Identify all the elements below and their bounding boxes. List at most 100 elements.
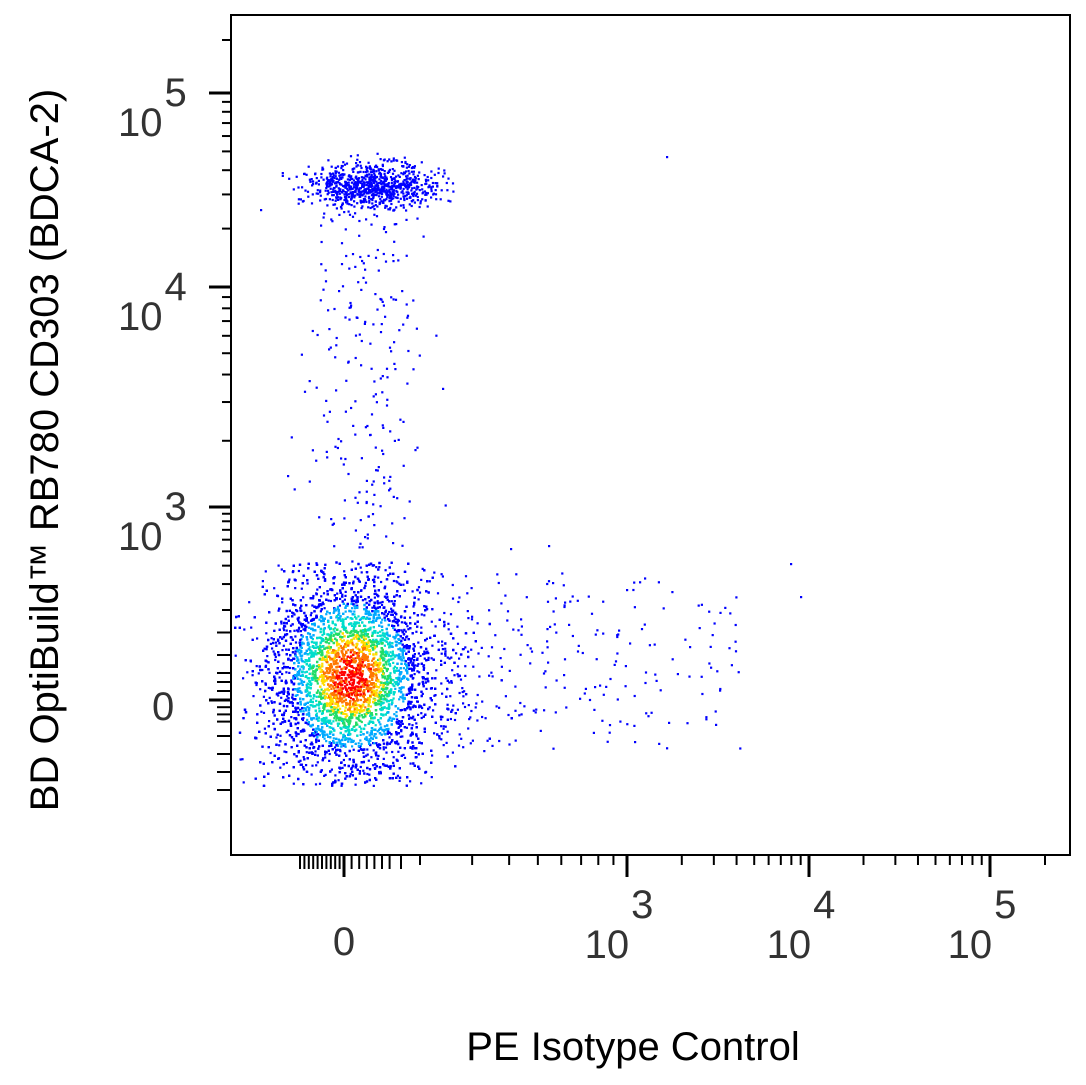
event-dot xyxy=(285,761,288,764)
event-dot xyxy=(292,782,295,785)
event-dot xyxy=(333,630,336,633)
event-dot xyxy=(427,652,430,655)
event-dot xyxy=(315,606,318,610)
event-dot xyxy=(401,708,404,712)
event-dot xyxy=(322,592,326,595)
event-dot xyxy=(318,710,321,713)
event-dot xyxy=(409,616,412,619)
event-dot xyxy=(327,652,330,655)
event-dot xyxy=(449,695,452,698)
event-dot xyxy=(345,666,348,669)
event-dot xyxy=(372,749,375,752)
event-dot xyxy=(362,616,365,619)
event-dot xyxy=(336,662,339,665)
event-dot xyxy=(322,603,325,606)
event-dot xyxy=(354,783,357,786)
event-dot xyxy=(344,712,347,716)
event-dot xyxy=(324,756,327,759)
event-dot xyxy=(339,638,342,641)
event-dot xyxy=(396,718,399,721)
event-dot xyxy=(335,719,338,722)
event-dot xyxy=(380,580,383,584)
event-dot xyxy=(316,761,319,764)
event-dot xyxy=(384,569,387,572)
event-dot xyxy=(380,641,383,644)
event-dot xyxy=(405,726,408,729)
event-dot xyxy=(421,706,424,710)
event-dot xyxy=(370,674,373,677)
event-dot xyxy=(334,681,337,684)
event-dot xyxy=(384,609,388,612)
event-dot xyxy=(318,618,321,621)
event-dot xyxy=(403,675,406,678)
event-dot xyxy=(351,686,354,690)
event-dot xyxy=(421,567,424,570)
event-dot xyxy=(333,746,337,749)
event-dot xyxy=(365,754,368,757)
event-dot xyxy=(356,704,359,707)
event-dot xyxy=(362,677,365,680)
event-dot xyxy=(333,683,336,686)
event-dot xyxy=(423,666,426,670)
event-dot xyxy=(435,669,438,672)
event-dot xyxy=(374,631,377,634)
event-dot xyxy=(294,635,297,638)
event-dot xyxy=(310,611,313,615)
event-dot xyxy=(379,630,382,633)
event-dot xyxy=(359,566,362,569)
event-dot xyxy=(356,681,359,684)
event-dot xyxy=(259,688,262,691)
event-dot xyxy=(385,669,388,673)
event-dot xyxy=(315,562,318,565)
event-dot xyxy=(388,610,391,614)
event-dot xyxy=(322,735,325,738)
event-dot xyxy=(401,694,404,697)
event-dot xyxy=(365,645,368,648)
event-dot xyxy=(354,657,357,660)
event-dot xyxy=(329,637,333,640)
event-dot xyxy=(308,646,311,649)
event-dot xyxy=(329,658,332,661)
event-dot xyxy=(328,759,331,762)
event-dot xyxy=(308,715,311,718)
event-dot xyxy=(343,570,346,573)
event-dot xyxy=(295,734,298,738)
event-dot xyxy=(282,688,285,691)
event-dot xyxy=(340,673,343,676)
event-dot xyxy=(322,703,326,706)
event-dot xyxy=(356,723,359,726)
event-dot xyxy=(304,671,307,674)
event-dot xyxy=(355,637,358,640)
event-dot xyxy=(339,618,342,621)
event-dot xyxy=(243,628,246,631)
event-dot xyxy=(305,670,308,673)
event-dot xyxy=(364,654,367,657)
event-dot xyxy=(337,647,340,650)
event-dot xyxy=(346,616,349,619)
event-dot xyxy=(393,625,396,628)
event-dot xyxy=(305,684,308,687)
event-dot xyxy=(413,673,416,676)
event-dot xyxy=(302,628,305,631)
event-dot xyxy=(300,657,303,660)
event-dot xyxy=(375,566,378,569)
event-dot xyxy=(383,659,386,662)
event-dot xyxy=(393,616,396,619)
event-dot xyxy=(364,706,367,709)
event-dot xyxy=(392,661,395,664)
event-dot xyxy=(344,590,347,593)
event-dot xyxy=(322,670,325,673)
event-dot xyxy=(372,621,375,624)
event-dot xyxy=(411,706,415,709)
event-dot xyxy=(294,587,297,590)
event-dot xyxy=(391,650,394,653)
event-dot xyxy=(352,691,355,694)
event-dot xyxy=(409,746,412,749)
event-dot xyxy=(415,735,418,738)
event-dot xyxy=(344,716,347,719)
event-dot xyxy=(397,619,400,622)
event-dot xyxy=(337,724,340,727)
event-dot xyxy=(359,719,362,722)
event-dot xyxy=(260,710,263,713)
event-dot xyxy=(291,688,295,691)
